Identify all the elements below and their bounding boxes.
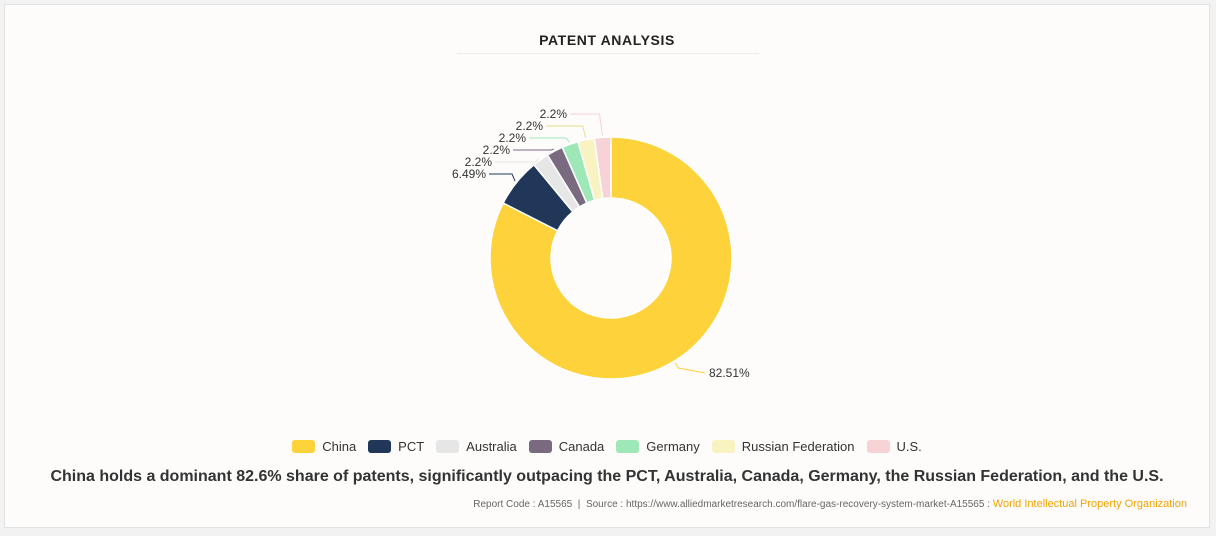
data-label-canada: 2.2% bbox=[483, 143, 511, 157]
data-label-pct: 6.49% bbox=[452, 167, 486, 181]
legend-item-canada[interactable]: Canada bbox=[528, 439, 605, 454]
legend-item-germany[interactable]: Germany bbox=[616, 439, 700, 454]
chart-caption: China holds a dominant 82.6% share of pa… bbox=[50, 468, 1164, 485]
connector-germany bbox=[529, 137, 570, 143]
legend-swatch bbox=[711, 440, 735, 453]
legend-item-pct[interactable]: PCT bbox=[368, 439, 424, 454]
report-code: Report Code : A15565 bbox=[473, 499, 573, 510]
legend-label: Canada bbox=[558, 439, 605, 454]
legend-swatch bbox=[866, 440, 890, 453]
legend-item-australia[interactable]: Australia bbox=[436, 439, 517, 454]
slice-u-s[interactable] bbox=[593, 136, 612, 200]
legend-label: Germany bbox=[646, 439, 700, 454]
legend-item-u-s[interactable]: U.S. bbox=[866, 439, 922, 454]
data-label-germany: 2.2% bbox=[499, 131, 527, 145]
legend-item-china[interactable]: China bbox=[292, 439, 356, 454]
connector-russian-federation bbox=[546, 125, 587, 138]
chart-title: PATENT ANALYSIS bbox=[539, 32, 675, 48]
data-label-china: 82.51% bbox=[709, 366, 750, 380]
data-label-russian-federation: 2.2% bbox=[516, 119, 544, 133]
legend-swatch bbox=[368, 440, 392, 453]
connector-canada bbox=[513, 148, 554, 151]
connector-china bbox=[674, 362, 706, 374]
title-underline bbox=[457, 53, 759, 54]
legend-swatch bbox=[616, 440, 640, 453]
legend-swatch bbox=[292, 440, 316, 453]
footer-separator: | bbox=[577, 499, 581, 510]
legend-label: Russian Federation bbox=[741, 439, 855, 454]
legend-swatch bbox=[436, 440, 460, 453]
data-label-australia: 2.2% bbox=[465, 155, 493, 169]
chart-legend: China PCT Australia Canada Germany Russian Fe… bbox=[5, 439, 1209, 454]
legend-item-russian-federation[interactable]: Russian Federation bbox=[711, 439, 855, 454]
connector-pct bbox=[489, 173, 516, 182]
legend-label: U.S. bbox=[896, 439, 922, 454]
data-label-u-s: 2.2% bbox=[540, 107, 568, 121]
legend-swatch bbox=[528, 440, 552, 453]
legend-label: PCT bbox=[398, 439, 425, 454]
legend-label: China bbox=[322, 439, 357, 454]
source-text: Source : https://www.alliedmarketresearc… bbox=[585, 499, 990, 510]
chart-card: PATENT ANALYSIS 82.51% 6.49% 2.2% 2.2% 2.2% 2… bbox=[4, 4, 1210, 528]
organization-link[interactable]: World Intellectual Property Organization bbox=[992, 498, 1187, 510]
slice-china[interactable] bbox=[489, 136, 733, 380]
connector-australia bbox=[495, 157, 540, 163]
source-footer: Report Code : A15565 | Source : https://… bbox=[473, 498, 1187, 510]
legend-label: Australia bbox=[466, 439, 517, 454]
donut-chart: 82.51%6.49%2.2%2.2%2.2%2.2%2.2% bbox=[452, 107, 750, 380]
connector-u-s bbox=[570, 113, 604, 136]
